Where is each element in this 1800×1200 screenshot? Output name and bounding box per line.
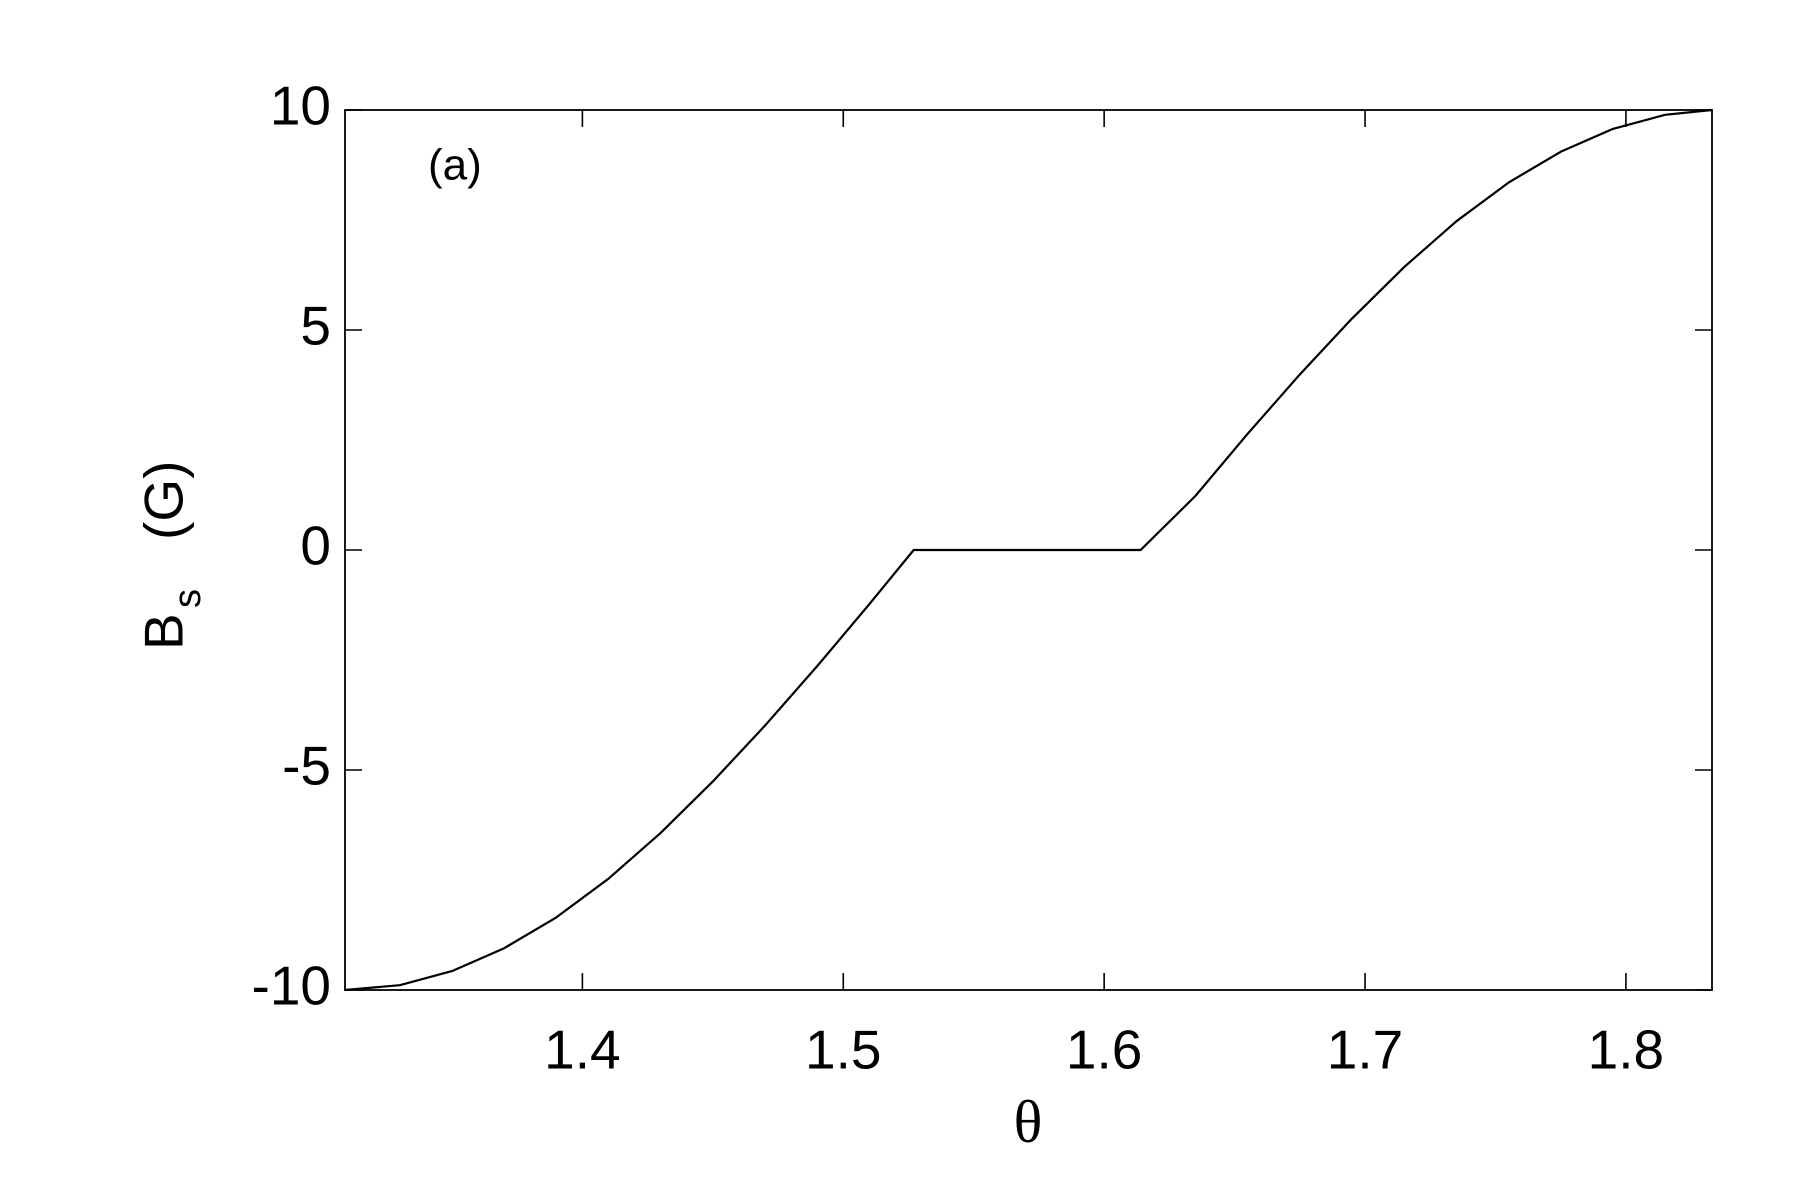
y-label-sub: s [167,589,209,608]
x-axis-label: θ [1014,1089,1043,1155]
x-tick-label: 1.4 [544,1019,620,1081]
y-tick-label: 0 [300,515,331,577]
x-tick-label: 1.6 [1066,1019,1142,1081]
annotation: (a) [428,141,482,190]
y-label-unit: (G) [133,461,195,540]
y-tick-label: -10 [252,955,332,1017]
y-axis-label: B s (G) [133,461,210,650]
y-tick-label: 5 [300,295,331,357]
y-tick-label: -5 [282,735,331,797]
x-tick-label: 1.7 [1327,1019,1403,1081]
y-label-main: B [133,613,195,650]
x-tick-label: 1.5 [805,1019,881,1081]
x-tick-label: 1.8 [1588,1019,1664,1081]
data-line [344,108,1713,992]
y-tick-label: 10 [270,75,331,137]
